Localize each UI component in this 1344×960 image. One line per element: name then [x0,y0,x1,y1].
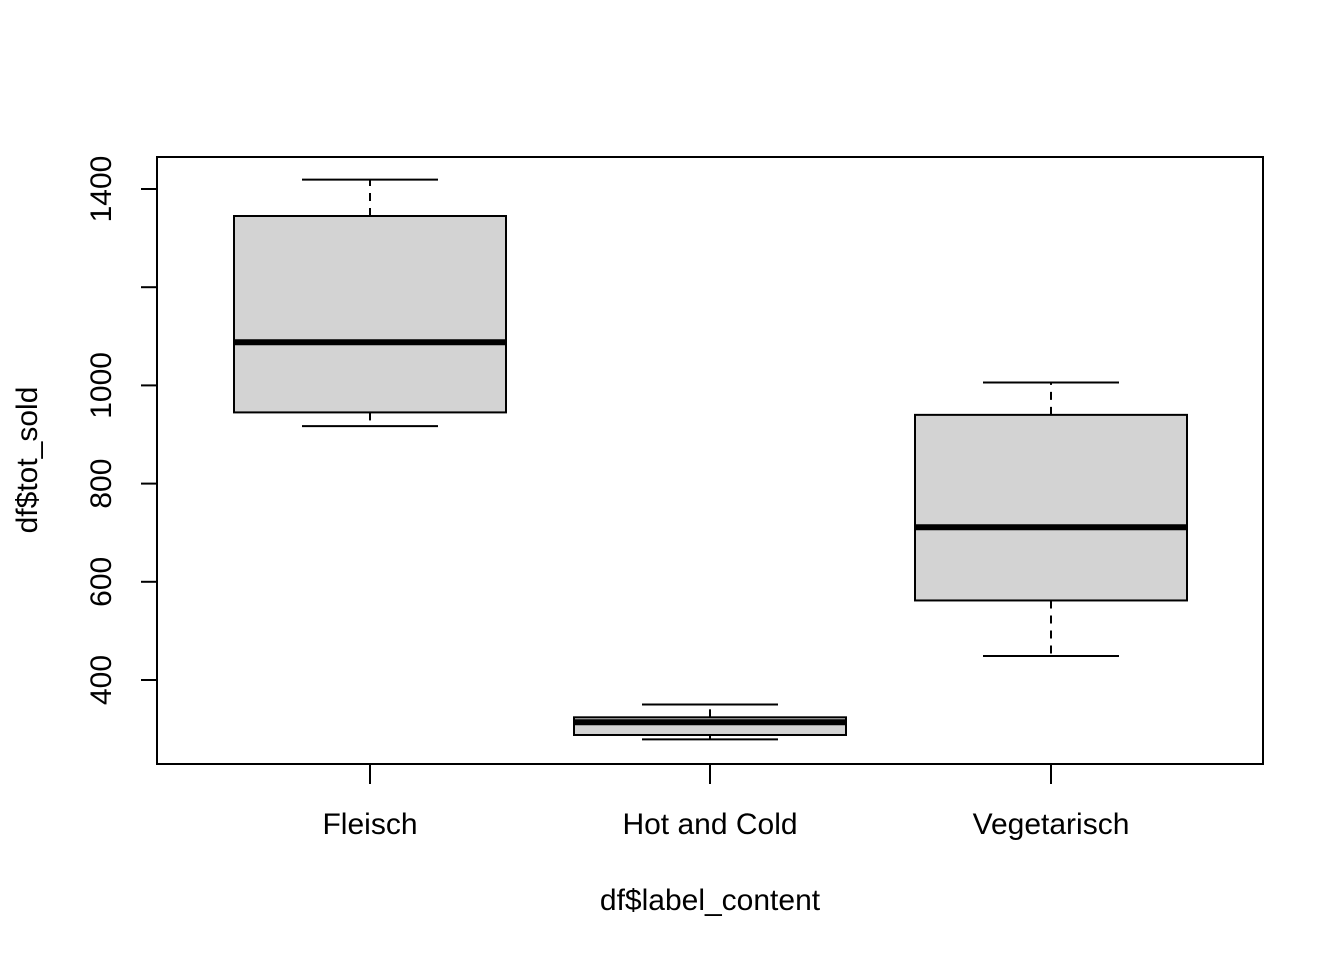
y-tick-label: 400 [85,655,118,705]
box-group-2 [914,381,1188,657]
y-tick-label: 600 [85,557,118,607]
box-group-0 [233,178,507,428]
box-iqr [233,215,507,414]
x-tick-label: Vegetarisch [973,808,1130,841]
y-axis-label: df$tot_sold [11,387,44,534]
y-tick-label: 1000 [85,352,118,419]
box-iqr [914,413,1188,602]
x-axis-label: df$label_content [600,884,821,917]
box-group-1 [573,703,847,741]
x-axis: Fleisch Hot and Cold Vegetarisch [322,764,1129,841]
y-axis: 400 600 800 1000 1400 [85,156,157,705]
y-tick-label: 1400 [85,156,118,223]
x-tick-label: Fleisch [322,808,417,841]
plot-layer [233,178,1188,741]
y-tick-label: 800 [85,459,118,509]
x-tick-label: Hot and Cold [622,808,797,841]
